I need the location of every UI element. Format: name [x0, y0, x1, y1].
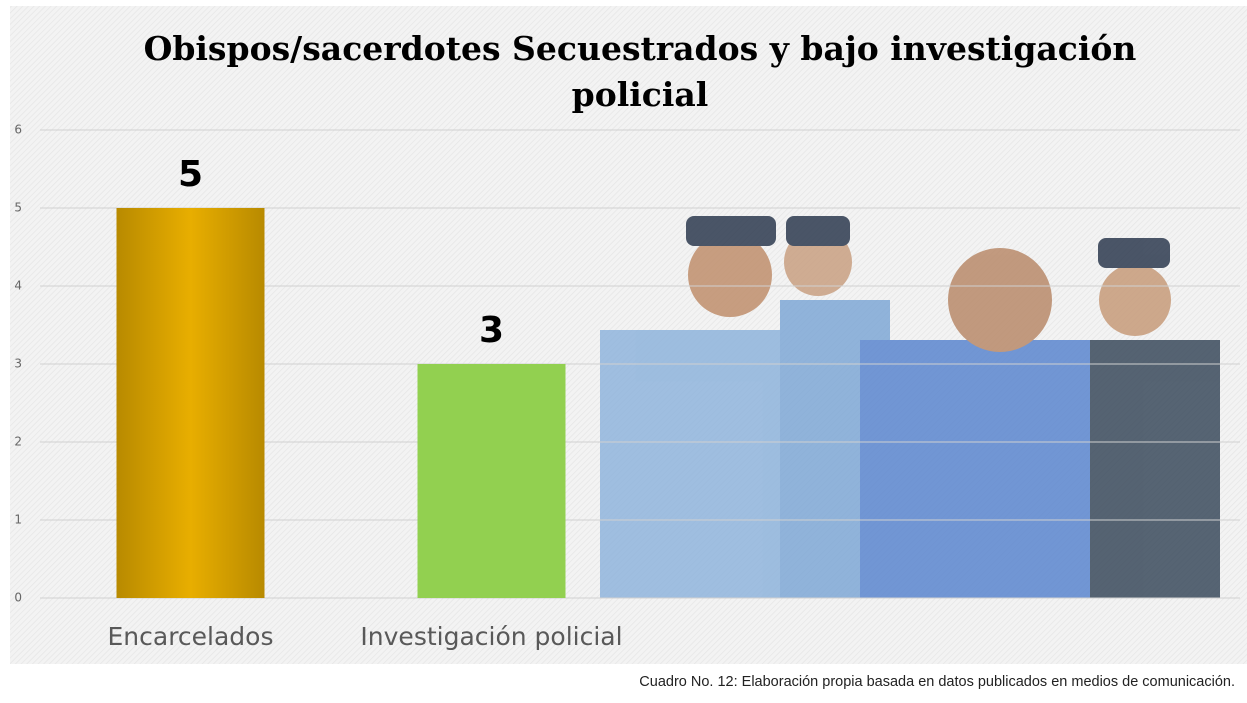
chart-title: Obispos/sacerdotes Secuestrados y bajo i…	[143, 29, 1137, 114]
y-tick-label: 0	[14, 591, 22, 605]
caption: Cuadro No. 12: Elaboración propia basada…	[639, 674, 1235, 690]
y-tick-label: 6	[14, 123, 22, 137]
x-tick-label: Encarcelados	[107, 622, 273, 651]
y-tick-label: 2	[14, 435, 22, 449]
bar	[116, 208, 265, 598]
y-tick-label: 5	[14, 201, 22, 215]
decorative-photo	[600, 216, 1220, 598]
bar	[417, 364, 566, 598]
y-tick-label: 3	[14, 357, 22, 371]
x-tick-label: Investigación policial	[360, 622, 622, 651]
data-label: 5	[178, 154, 203, 195]
y-tick-label: 4	[14, 279, 22, 293]
y-tick-label: 1	[14, 513, 22, 527]
data-label: 3	[479, 310, 504, 351]
